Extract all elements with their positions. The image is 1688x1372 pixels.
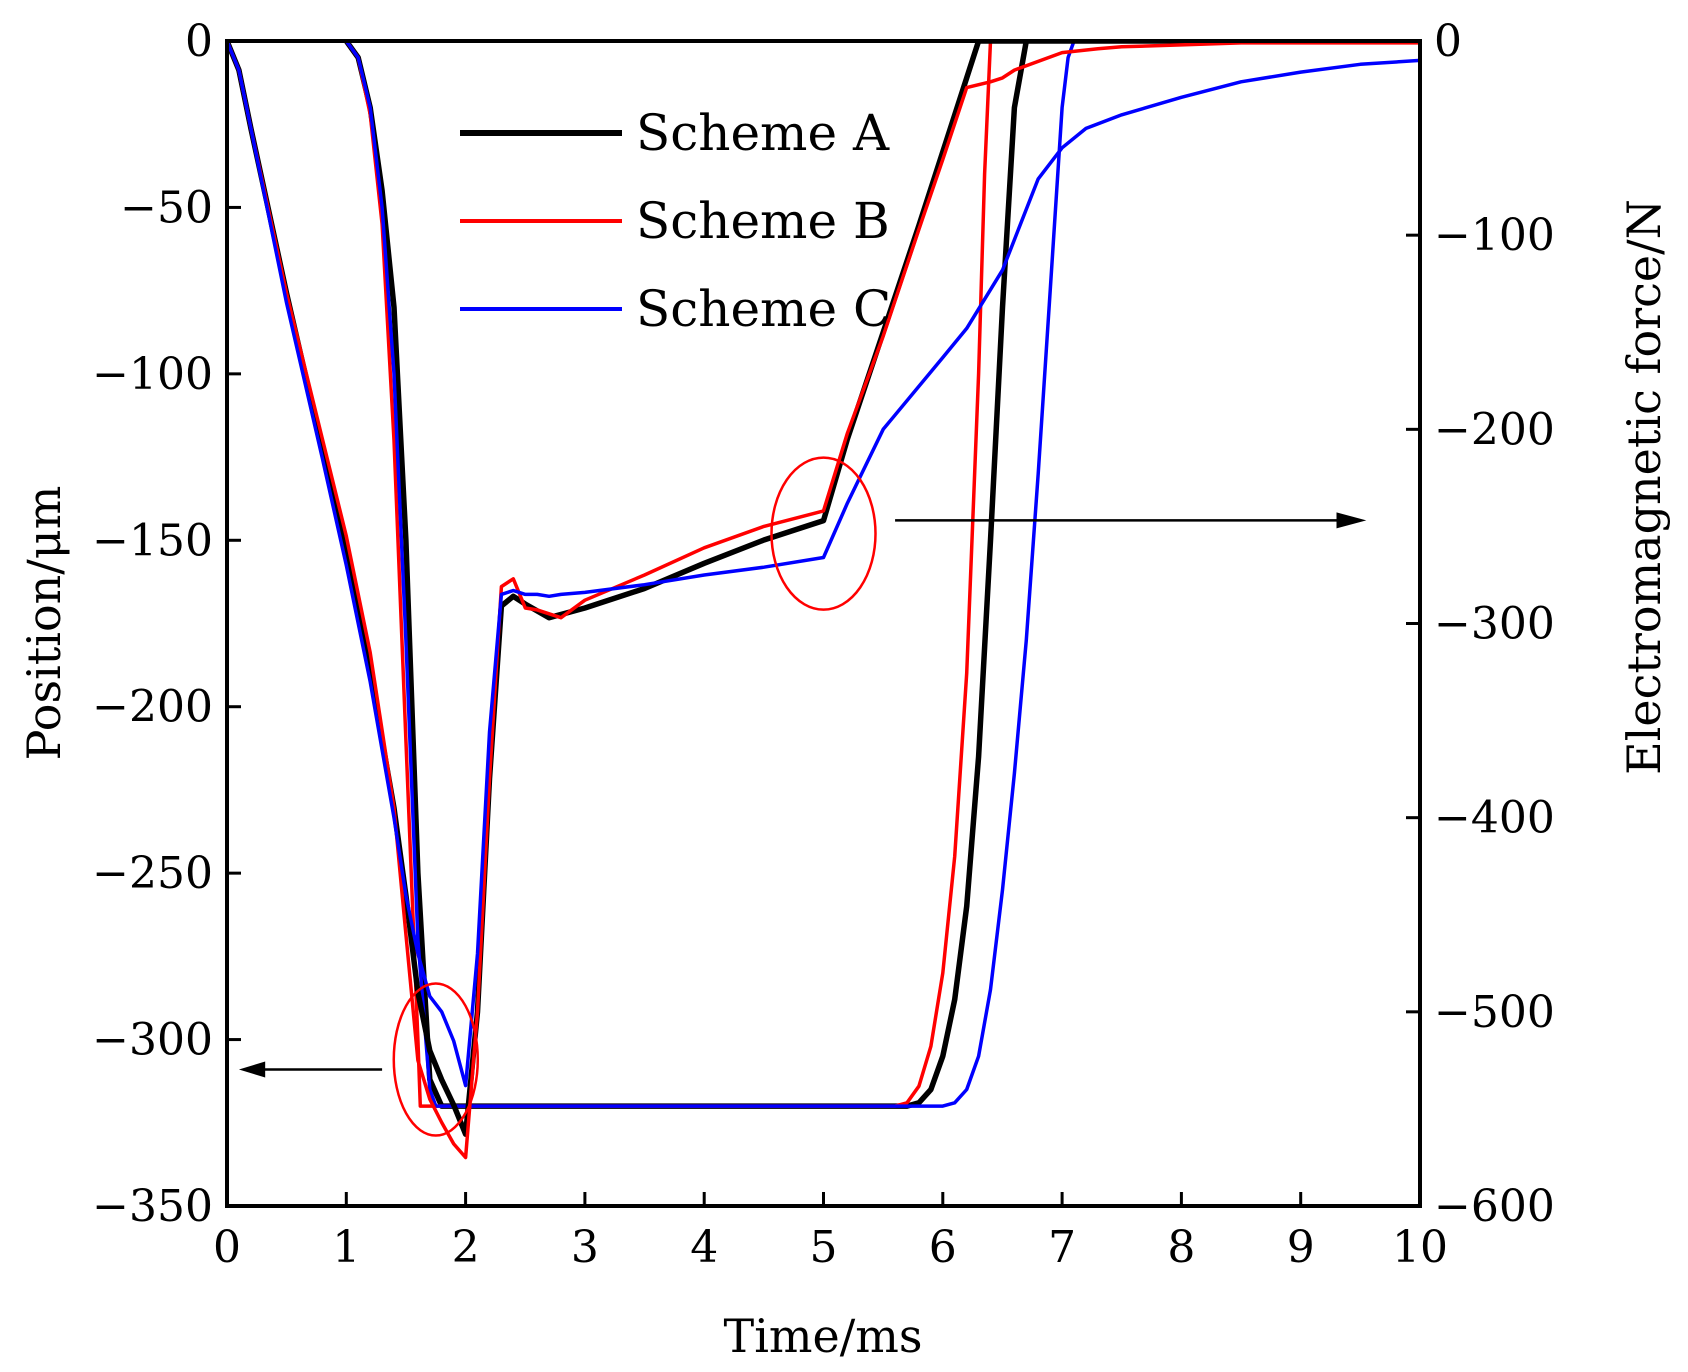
highlight-circle-force-knee (770, 456, 877, 611)
x-axis-title: Time/ms (724, 1309, 923, 1363)
x-tick-label: 6 (929, 1222, 957, 1273)
scheme-b-force-line (227, 41, 1420, 1160)
x-tick-label: 9 (1287, 1222, 1315, 1273)
x-tick-label: 5 (810, 1222, 838, 1273)
y-right-tick-label: −500 (1434, 987, 1555, 1038)
y-left-tick-label: −250 (92, 848, 213, 899)
y-left-tick-label: −150 (92, 515, 213, 566)
y-left-tick-label: −50 (120, 182, 213, 233)
y-right-tick-label: −300 (1434, 599, 1555, 650)
y-right-tick-label: −600 (1434, 1181, 1555, 1232)
x-tick-label: 8 (1167, 1222, 1195, 1273)
y-left-axis-ticks: 0 −50 −100 −150 −200 −250 −300 −350 (92, 16, 241, 1232)
y-left-tick-label: −200 (92, 682, 213, 733)
y-left-tick-label: −350 (92, 1181, 213, 1232)
y-right-tick-label: −200 (1434, 404, 1555, 455)
annotations (238, 456, 1367, 1137)
highlight-circle-switch-point (392, 982, 480, 1137)
y-right-tick-label: −400 (1434, 793, 1555, 844)
x-tick-label: 1 (332, 1222, 360, 1273)
x-tick-label: 3 (571, 1222, 599, 1273)
x-tick-label: 7 (1048, 1222, 1076, 1273)
x-axis-ticks: 0 1 2 3 4 5 6 7 8 9 10 (213, 1192, 1448, 1273)
plot-lines (227, 41, 1420, 1160)
legend-label-scheme-c: Scheme C (636, 280, 891, 338)
y-left-tick-label: 0 (185, 16, 213, 67)
x-tick-label: 4 (690, 1222, 718, 1273)
legend: Scheme A Scheme B Scheme C (460, 104, 891, 338)
y-right-tick-label: 0 (1434, 16, 1462, 67)
y-right-axis-title: Electromagnetic force/N (1617, 199, 1671, 775)
left-axis-arrow-head (238, 1061, 266, 1078)
x-tick-label: 0 (213, 1222, 241, 1273)
legend-label-scheme-a: Scheme A (636, 104, 890, 162)
right-axis-arrow-head (1336, 512, 1367, 529)
y-right-tick-label: −100 (1434, 210, 1555, 261)
y-right-axis-ticks: 0 −100 −200 −300 −400 −500 −600 (1406, 16, 1555, 1232)
y-left-tick-label: −300 (92, 1015, 213, 1066)
y-left-tick-label: −100 (92, 349, 213, 400)
x-tick-label: 10 (1392, 1222, 1448, 1273)
scheme-c-position-line (344, 41, 1076, 1108)
x-tick-label: 2 (452, 1222, 480, 1273)
y-left-axis-title: Position/μm (17, 486, 71, 761)
legend-label-scheme-b: Scheme B (636, 192, 890, 250)
scheme-c-force-line (227, 41, 1420, 1088)
